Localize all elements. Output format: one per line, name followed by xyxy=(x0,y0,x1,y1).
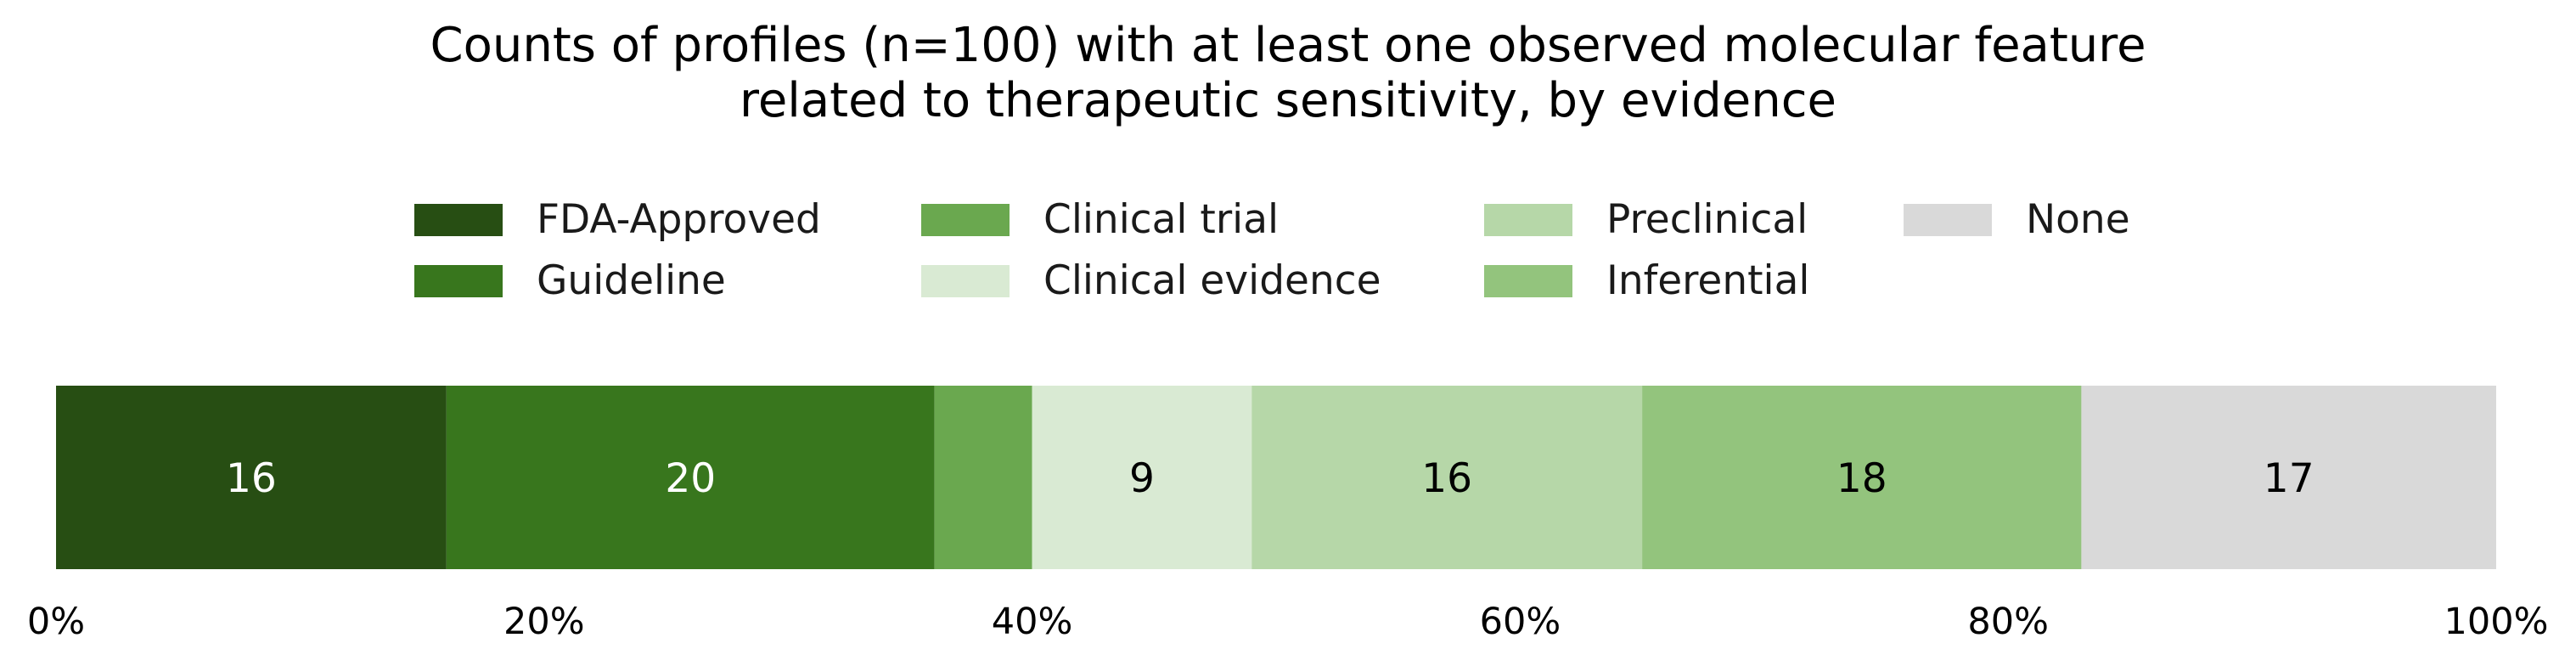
legend-swatch-clinical-trial xyxy=(921,204,1010,236)
legend-item-clinical-evidence: Clinical evidence xyxy=(921,257,1381,304)
legend-swatch-none xyxy=(1904,204,1992,236)
value-label-none: 17 xyxy=(2264,455,2314,502)
x-tick-label-60: 60% xyxy=(1480,601,1561,643)
value-label-guideline: 20 xyxy=(665,455,716,502)
legend-item-preclinical: Preclinical xyxy=(1484,196,1808,243)
legend-label-inferential: Inferential xyxy=(1606,257,1809,304)
x-axis-tick-labels: 0% 20% 40% 60% 80% 100% xyxy=(27,601,2549,643)
value-label-clinical-evidence: 9 xyxy=(1129,455,1155,502)
legend-label-guideline: Guideline xyxy=(537,257,726,304)
legend: FDA-Approved Guideline Clinical trial Clini… xyxy=(414,196,2130,304)
legend-swatch-preclinical xyxy=(1484,204,1572,236)
value-label-preclinical: 16 xyxy=(1421,455,1472,502)
x-tick-label-100: 100% xyxy=(2444,601,2549,643)
legend-swatch-guideline xyxy=(414,265,503,297)
legend-label-clinical-evidence: Clinical evidence xyxy=(1043,257,1381,304)
bar-segment-clinical-trial xyxy=(934,386,1032,569)
x-tick-label-40: 40% xyxy=(992,601,1073,643)
bar-segment-clinical-evidence xyxy=(1032,386,1252,569)
bar-segment-guideline xyxy=(446,386,935,569)
chart-title-line-1: Counts of profiles (n=100) with at least… xyxy=(430,18,2146,73)
value-label-inferential: 18 xyxy=(1836,455,1887,502)
chart-title-line-2: related to therapeutic sensitivity, by e… xyxy=(740,73,1836,128)
legend-label-clinical-trial: Clinical trial xyxy=(1043,196,1279,243)
legend-swatch-inferential xyxy=(1484,265,1572,297)
legend-swatch-fda-approved xyxy=(414,204,503,236)
legend-label-preclinical: Preclinical xyxy=(1606,196,1808,243)
legend-item-inferential: Inferential xyxy=(1484,257,1809,304)
legend-swatch-clinical-evidence xyxy=(921,265,1010,297)
x-tick-label-0: 0% xyxy=(27,601,85,643)
bar-segment-none xyxy=(2081,386,2496,569)
chart-title: Counts of profiles (n=100) with at least… xyxy=(430,18,2146,128)
x-tick-label-80: 80% xyxy=(1967,601,2049,643)
bar-segment-inferential xyxy=(1642,386,2082,569)
x-tick-label-20: 20% xyxy=(503,601,585,643)
legend-label-fda-approved: FDA-Approved xyxy=(537,196,821,243)
stacked-bar xyxy=(56,386,2496,569)
legend-item-guideline: Guideline xyxy=(414,257,726,304)
legend-label-none: None xyxy=(2026,196,2130,243)
bar-segment-fda-approved xyxy=(56,386,447,569)
legend-item-clinical-trial: Clinical trial xyxy=(921,196,1279,243)
bar-value-labels: 16 20 9 16 18 17 xyxy=(226,455,2314,502)
legend-item-fda-approved: FDA-Approved xyxy=(414,196,821,243)
value-label-fda-approved: 16 xyxy=(226,455,277,502)
legend-item-none: None xyxy=(1904,196,2130,243)
bar-segment-preclinical xyxy=(1251,386,1643,569)
